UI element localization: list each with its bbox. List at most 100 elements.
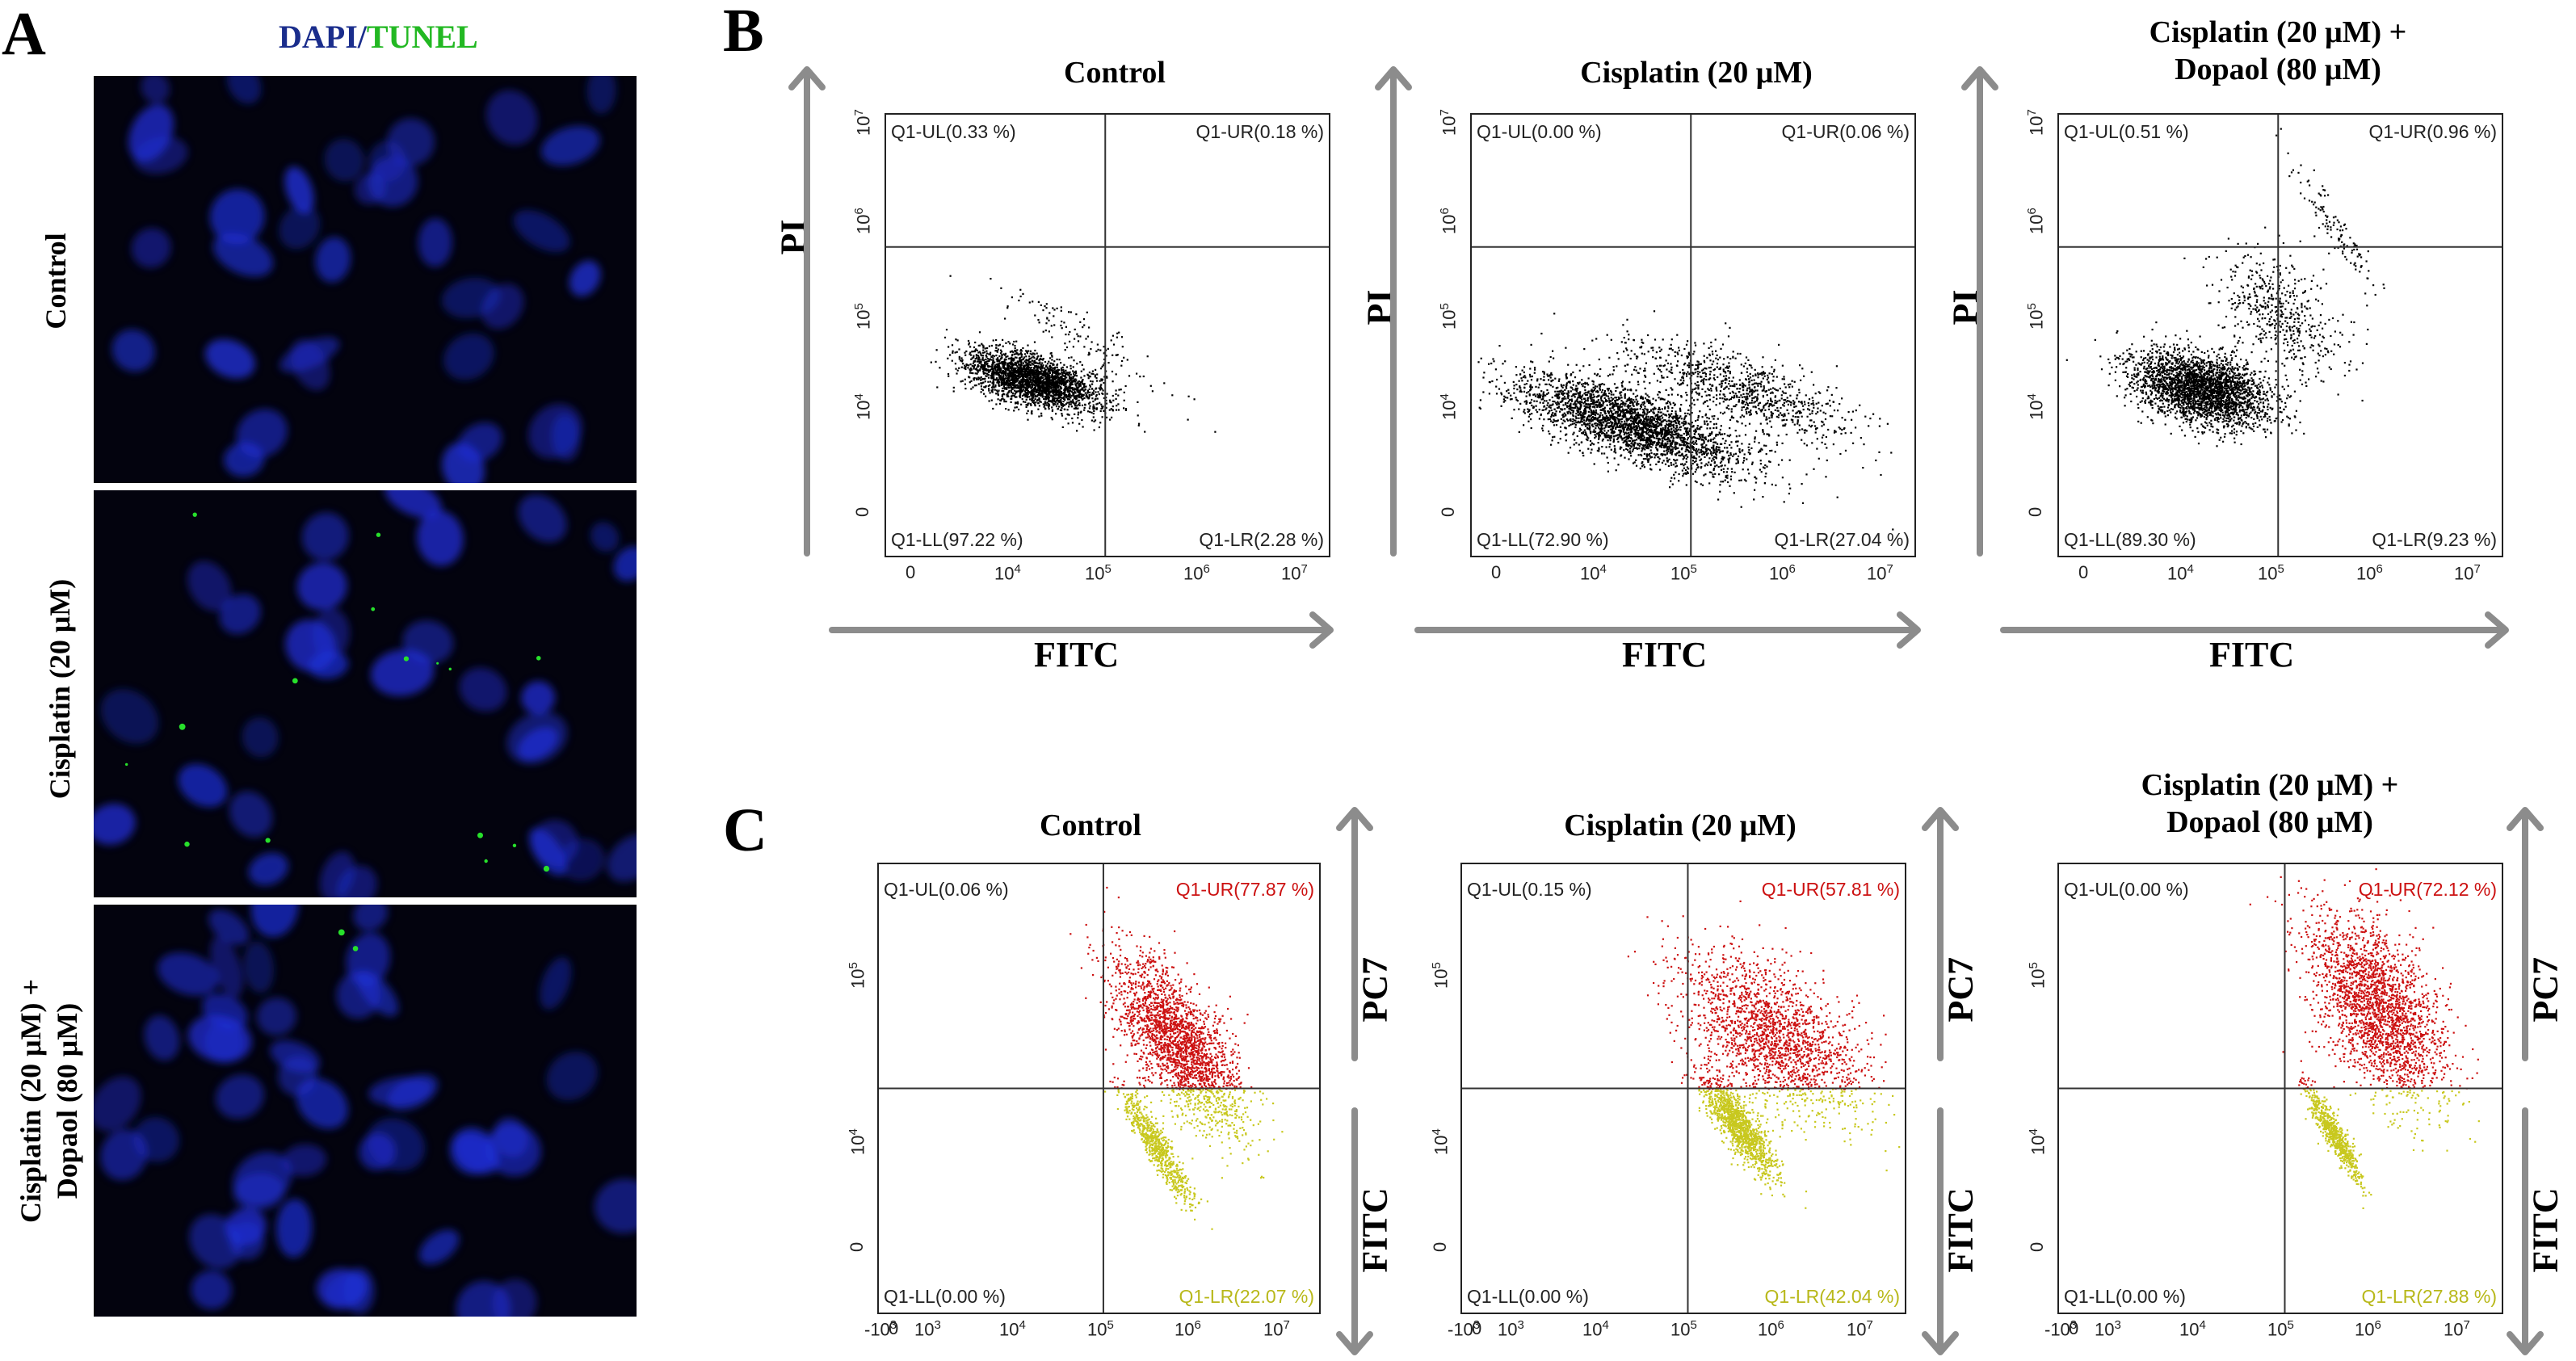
nucleus (418, 1229, 460, 1265)
nucleus (209, 188, 265, 245)
quadrant-ll: Q1-LL(0.00 %) (2064, 1286, 2186, 1307)
tick-label: 106 (1769, 562, 1796, 584)
tick-label: 0 (2069, 1318, 2079, 1338)
nucleus (226, 76, 262, 104)
tick-label: 105 (2267, 1318, 2294, 1340)
tunel-dot (484, 859, 488, 863)
tick-label: 105 (1670, 1318, 1697, 1340)
plot-b1-y-axis-name: PI (773, 219, 813, 255)
quadrant-lr: Q1-LR(9.23 %) (2372, 529, 2497, 550)
scatter-points (1069, 886, 1284, 1230)
tick-label: 107 (1281, 562, 1308, 584)
tick-label: 107 (2454, 562, 2481, 584)
nucleus (275, 1199, 313, 1258)
tick-label: 103 (1498, 1318, 1524, 1340)
nucleus (540, 125, 600, 166)
nucleus (528, 403, 582, 459)
nucleus (315, 237, 351, 283)
nucleus (233, 1173, 285, 1211)
tick-label: -103 (1448, 1318, 1481, 1340)
nucleus (546, 1052, 598, 1101)
nucleus (343, 1267, 375, 1314)
tick-label: 105 (1438, 303, 1460, 330)
quadrant-ll: Q1-LL(89.30 %) (2064, 529, 2196, 550)
tick-label: 104 (1582, 1318, 1609, 1340)
plot-b2: Q1-UL(0.00 %) Q1-UR(0.06 %) Q1-LL(72.90 … (1470, 113, 1916, 557)
nucleus (144, 1015, 180, 1061)
tick-label: 106 (1175, 1318, 1201, 1340)
tick-label: 105 (1085, 562, 1112, 584)
micrograph-cisplatin-dopaol (94, 905, 637, 1317)
tick-label: 0 (852, 506, 872, 517)
nucleus (457, 422, 502, 463)
nucleus (367, 156, 418, 207)
tunel-dot (179, 723, 186, 730)
plot-b3-y-axis-name: PI (1945, 289, 1986, 326)
nucleus (301, 512, 349, 561)
nucleus (131, 228, 171, 268)
nucleus (590, 522, 620, 552)
tunel-dot (436, 662, 439, 665)
tick-label: 104 (1580, 562, 1607, 584)
nucleus (111, 329, 155, 372)
plot-b1-x-axis-name: FITC (1034, 635, 1120, 674)
tick-label: 104 (2167, 562, 2194, 584)
tunel-dot (477, 832, 484, 838)
nucleus (100, 1129, 148, 1181)
nucleus (191, 1270, 232, 1310)
nucleus (485, 1124, 541, 1177)
quadrant-ul: Q1-UL(0.06 %) (884, 879, 1009, 900)
tick-label: 105 (847, 962, 868, 989)
nucleus (296, 562, 347, 611)
scatter-points (1477, 310, 1894, 531)
tick-label: 104 (2027, 1128, 2049, 1155)
nucleus (94, 804, 136, 845)
tick-label: 0 (1472, 1318, 1482, 1338)
nucleus (359, 1132, 396, 1170)
nucleus (141, 76, 170, 104)
nucleus (449, 1127, 496, 1175)
plot-b3-title: Cisplatin (20 μM) + Dopaol (80 μM) (2149, 15, 2407, 86)
tick-label: 106 (1438, 208, 1460, 234)
tick-label: 105 (2258, 562, 2284, 584)
plot-c3: Q1-UL(0.00 %) Q1-UR(72.12 %) Q1-LL(0.00 … (2057, 863, 2503, 1314)
nucleus (312, 608, 350, 660)
tick-label: 103 (914, 1318, 941, 1340)
nucleus (558, 838, 605, 881)
tick-label: 104 (852, 393, 874, 420)
nucleus (569, 260, 601, 296)
quadrant-ul: Q1-UL(0.00 %) (2064, 879, 2189, 900)
plot-c1-y-bottom-name: FITC (1355, 1187, 1395, 1273)
nucleus (248, 852, 289, 886)
tick-label: 104 (999, 1318, 1026, 1340)
tick-label: 105 (852, 303, 874, 330)
tick-label: 107 (1263, 1318, 1290, 1340)
tick-label: 0 (1491, 562, 1502, 582)
panel-a-letter: A (2, 0, 46, 68)
quadrant-ul: Q1-UL(0.00 %) (1477, 121, 1602, 142)
nucleus (225, 1208, 267, 1246)
nucleus (337, 865, 377, 897)
nucleus (385, 490, 442, 519)
tunel-dot (124, 762, 128, 767)
nucleus (518, 494, 567, 543)
nucleus (518, 727, 558, 761)
nucleus (586, 76, 616, 114)
tick-label: 106 (2025, 208, 2047, 234)
micrograph-control (94, 76, 637, 483)
tunel-dot (376, 532, 381, 537)
nucleus (128, 104, 174, 162)
quadrant-lr: Q1-LR(27.04 %) (1774, 529, 1910, 550)
tick-label: 0 (2025, 506, 2045, 517)
row-label-cisplatin: Cisplatin (20 μM) (44, 578, 76, 800)
nucleus (210, 936, 243, 998)
nucleus (324, 138, 365, 182)
tick-label: -103 (2044, 1318, 2078, 1340)
micrograph-cisplatin (94, 490, 637, 897)
quadrant-ll: Q1-LL(97.22 %) (891, 529, 1023, 550)
tunel-dot (512, 843, 517, 848)
panel-c-letter: C (723, 796, 767, 864)
nucleus (212, 233, 274, 277)
quadrant-ur: Q1-UR(0.06 %) (1781, 121, 1910, 142)
quadrant-ur: Q1-UR(0.18 %) (1196, 121, 1324, 142)
